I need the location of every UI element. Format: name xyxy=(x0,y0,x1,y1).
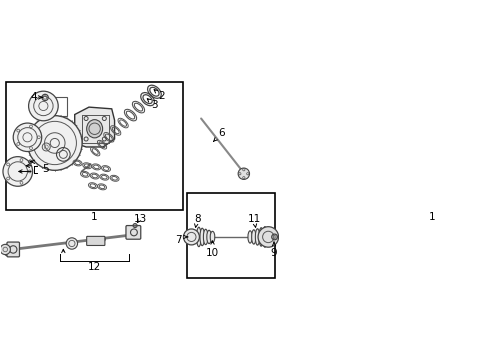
Bar xyxy=(51,97,66,116)
Text: 13: 13 xyxy=(133,214,146,224)
Ellipse shape xyxy=(86,120,102,138)
Text: 9: 9 xyxy=(270,242,277,258)
Ellipse shape xyxy=(210,231,214,243)
Circle shape xyxy=(238,168,249,179)
Text: 6: 6 xyxy=(213,128,224,141)
Text: 8: 8 xyxy=(193,214,200,228)
Ellipse shape xyxy=(196,227,201,247)
Text: 3: 3 xyxy=(147,99,158,110)
Text: 5: 5 xyxy=(41,164,48,174)
Polygon shape xyxy=(75,107,114,147)
Ellipse shape xyxy=(247,231,252,243)
Text: 1: 1 xyxy=(428,212,435,221)
FancyBboxPatch shape xyxy=(86,237,105,246)
Circle shape xyxy=(27,116,82,170)
Ellipse shape xyxy=(262,227,266,247)
Text: 2: 2 xyxy=(154,90,164,101)
Ellipse shape xyxy=(203,229,207,245)
Text: 4: 4 xyxy=(30,93,42,103)
FancyBboxPatch shape xyxy=(7,242,20,257)
Ellipse shape xyxy=(255,229,259,245)
Circle shape xyxy=(66,238,78,249)
Text: 11: 11 xyxy=(247,214,260,228)
Circle shape xyxy=(3,157,33,186)
Text: 1: 1 xyxy=(91,212,97,222)
Circle shape xyxy=(13,123,41,152)
FancyBboxPatch shape xyxy=(126,226,141,239)
Ellipse shape xyxy=(200,228,204,246)
Text: 10: 10 xyxy=(205,241,219,258)
Circle shape xyxy=(28,91,58,121)
Circle shape xyxy=(258,227,278,247)
Bar xyxy=(6,82,182,210)
Circle shape xyxy=(0,244,10,255)
Ellipse shape xyxy=(259,228,263,246)
Ellipse shape xyxy=(251,230,255,244)
Ellipse shape xyxy=(206,230,211,244)
Circle shape xyxy=(183,229,199,245)
Text: 12: 12 xyxy=(88,262,101,271)
Text: 7: 7 xyxy=(175,235,182,245)
Bar xyxy=(186,193,275,278)
